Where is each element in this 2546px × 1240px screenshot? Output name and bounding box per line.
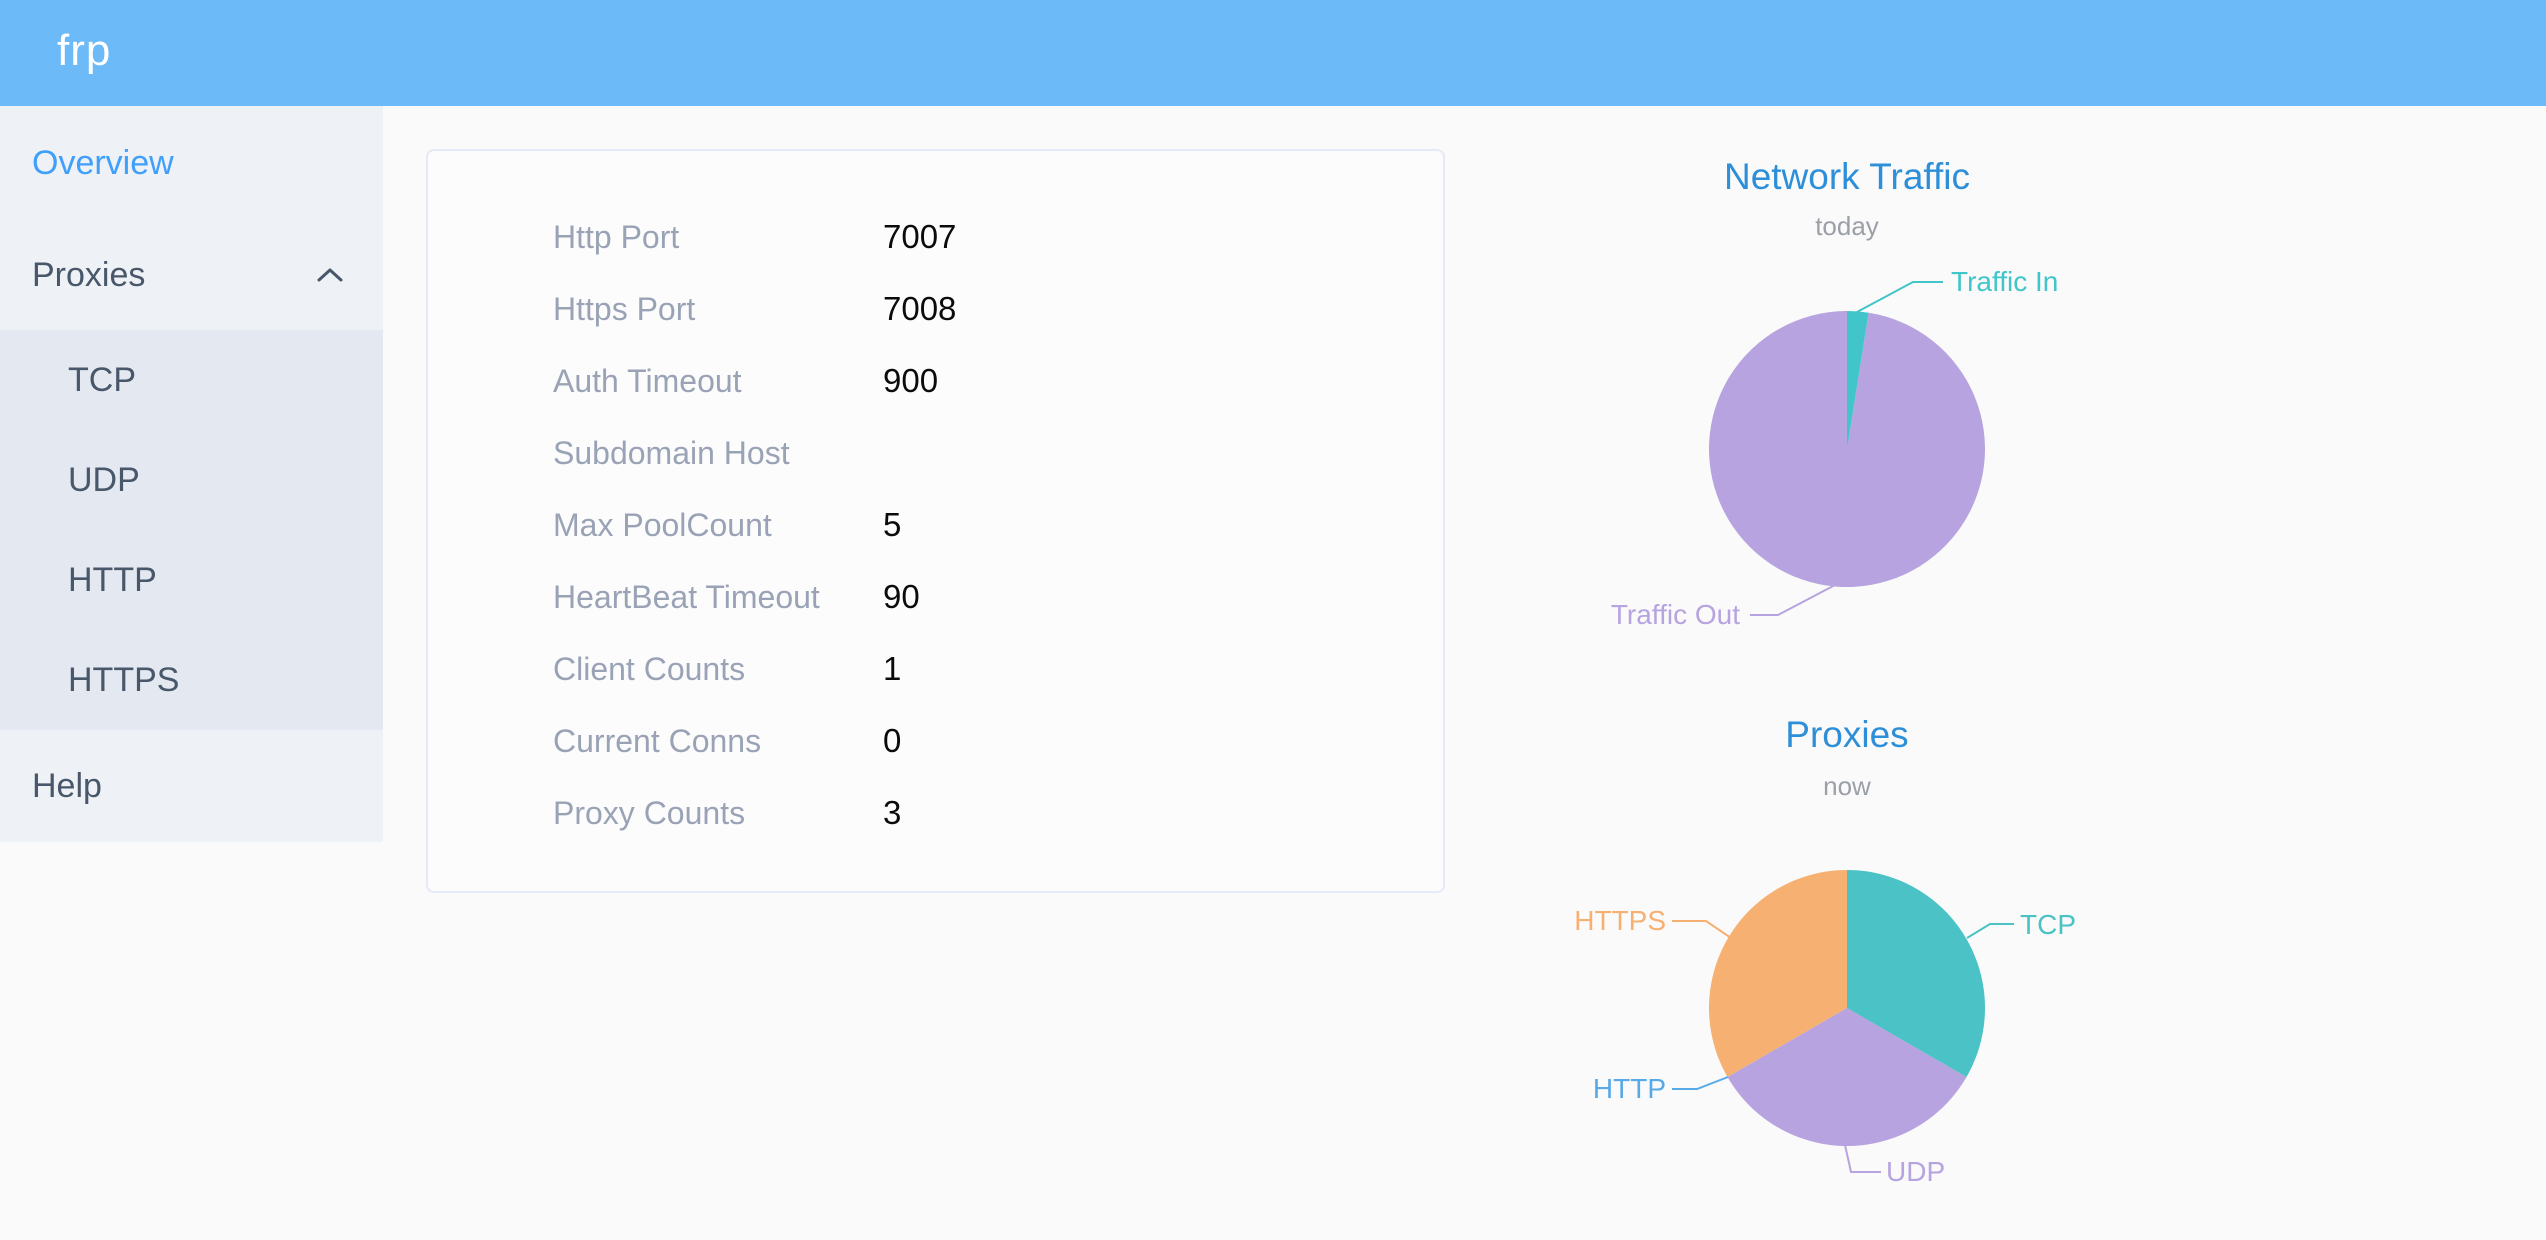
- tcp-leader-line: [1966, 923, 2014, 939]
- sidebar-item-udp[interactable]: UDP: [0, 430, 383, 530]
- sidebar-item-label: Help: [32, 766, 102, 805]
- config-value: 90: [883, 578, 920, 615]
- pie-slice-traffic-out[interactable]: [1708, 311, 1985, 587]
- pie-slice-udp[interactable]: [1727, 1008, 1967, 1146]
- top-header-bar: frp: [0, 0, 2546, 106]
- config-value: 1: [883, 650, 902, 687]
- config-row: Subdomain Host: [428, 417, 1443, 489]
- traffic-out-label: Traffic Out: [1610, 599, 1740, 630]
- http-leader-line: [1672, 1076, 1729, 1090]
- traffic-in-leader-line: [1856, 281, 1943, 313]
- proxies-pie[interactable]: [1560, 800, 2120, 1240]
- network-traffic-title: Network Traffic: [1723, 156, 1971, 197]
- tcp-label: TCP: [2020, 909, 2076, 940]
- config-value: 7008: [883, 290, 957, 327]
- proxies-submenu: TCP UDP HTTP HTTPS: [0, 330, 383, 730]
- udp-label: UDP: [1886, 1156, 1946, 1187]
- udp-leader-line: [1844, 1144, 1881, 1173]
- config-value: 5: [883, 506, 902, 543]
- config-label: Http Port: [553, 218, 680, 255]
- sidebar-nav: Overview Proxies TCP UDP HTTP HTTPS Help: [0, 106, 383, 842]
- network-traffic-pie[interactable]: [1560, 240, 2120, 660]
- server-info-card: Http Port 7007 Https Port 7008 Auth Time…: [426, 149, 1445, 893]
- config-label: Auth Timeout: [553, 362, 742, 399]
- http-label: HTTP: [1592, 1073, 1666, 1104]
- sidebar-item-label: UDP: [68, 460, 140, 499]
- config-label: Subdomain Host: [553, 434, 790, 471]
- config-row: Proxy Counts 3: [428, 777, 1443, 849]
- config-label: Client Counts: [553, 650, 746, 687]
- config-label: Https Port: [553, 290, 696, 327]
- config-row: Auth Timeout 900: [428, 345, 1443, 417]
- sidebar-item-label: HTTP: [68, 560, 157, 599]
- sidebar-item-label: TCP: [68, 360, 136, 399]
- frp-logo: frp: [57, 26, 112, 75]
- sidebar-item-tcp[interactable]: TCP: [0, 330, 383, 430]
- network-traffic-subtitle: today: [1815, 211, 1879, 241]
- pie-slice-tcp[interactable]: [1847, 870, 1985, 1077]
- sidebar-item-help[interactable]: Help: [0, 730, 383, 842]
- pie-slice-traffic-in[interactable]: [1847, 311, 1869, 449]
- traffic-out-leader-line: [1750, 584, 1836, 616]
- sidebar-item-label: Proxies: [32, 255, 146, 294]
- sidebar-item-label: HTTPS: [68, 660, 180, 699]
- config-value: 0: [883, 722, 902, 759]
- config-row: HeartBeat Timeout 90: [428, 561, 1443, 633]
- proxies-subtitle: now: [1823, 771, 1871, 801]
- chevron-up-icon: [317, 268, 343, 282]
- https-leader-line: [1672, 920, 1732, 939]
- config-label: HeartBeat Timeout: [553, 578, 820, 615]
- sidebar-item-label: Overview: [32, 143, 174, 182]
- config-row: Http Port 7007: [428, 201, 1443, 273]
- config-value: 3: [883, 794, 902, 831]
- sidebar-item-overview[interactable]: Overview: [0, 106, 383, 220]
- proxies-title: Proxies: [1785, 714, 1909, 755]
- config-label: Max PoolCount: [553, 506, 772, 543]
- config-label: Current Conns: [553, 722, 762, 759]
- https-label: HTTPS: [1574, 905, 1666, 936]
- pie-slice-https[interactable]: [1709, 870, 1847, 1077]
- config-value: 7007: [883, 218, 957, 255]
- sidebar-item-https[interactable]: HTTPS: [0, 630, 383, 730]
- config-row: Client Counts 1: [428, 633, 1443, 705]
- traffic-in-label: Traffic In: [1951, 266, 2059, 297]
- sidebar-item-http[interactable]: HTTP: [0, 530, 383, 630]
- config-row: Https Port 7008: [428, 273, 1443, 345]
- config-label: Proxy Counts: [553, 794, 746, 831]
- config-row: Max PoolCount 5: [428, 489, 1443, 561]
- config-row: Current Conns 0: [428, 705, 1443, 777]
- sidebar-item-proxies[interactable]: Proxies: [0, 220, 383, 330]
- config-value: 900: [883, 362, 939, 399]
